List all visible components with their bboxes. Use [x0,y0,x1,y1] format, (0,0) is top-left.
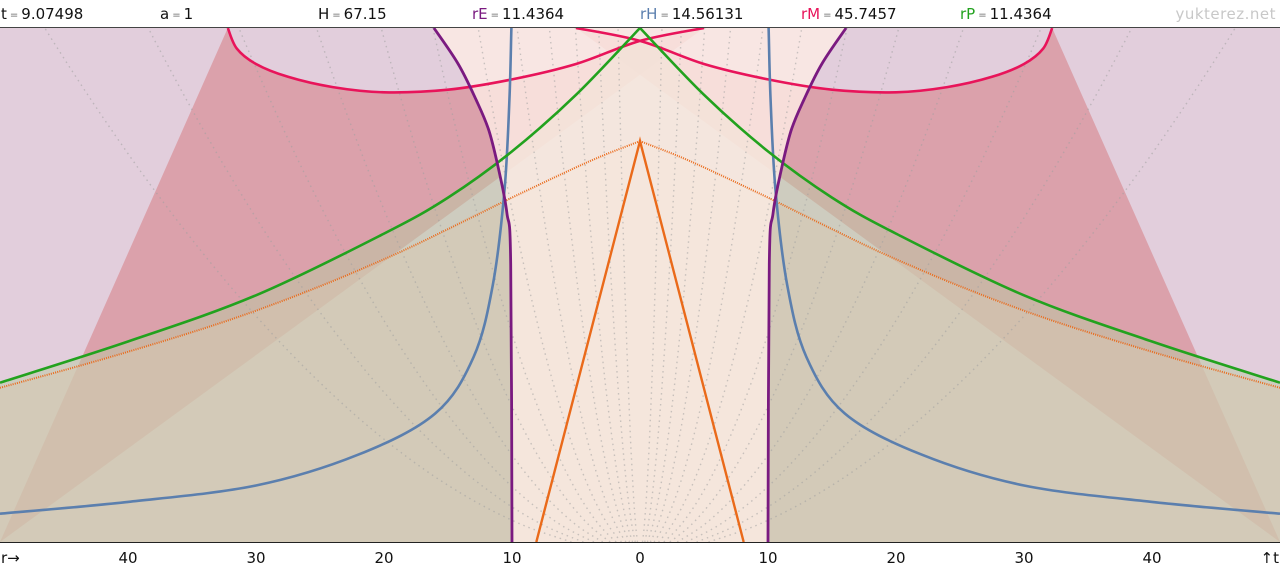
x-tick-label: 20 [886,549,906,567]
grid-worldline [649,28,732,542]
x-tick-label: 30 [1014,549,1034,567]
y-axis-label: ↑t [1260,549,1279,567]
grid-worldline [644,28,683,542]
param-rP: rP = 11.4364 [960,5,1052,23]
grid-worldline [708,28,1236,542]
grid-worldline [646,28,706,542]
brand-watermark: yukterez.net [1175,5,1276,23]
grid-worldline [696,28,1133,542]
rP-curve [0,28,1280,384]
grid-worldline [676,28,965,542]
x-axis: r→ 40 30 20 10 0 10 20 30 40 ↑t [0,542,1280,571]
param-H: H = 67.15 [318,5,387,23]
x-tick-label: 40 [118,549,138,567]
grid-worldline [653,28,764,542]
grid-worldline [574,28,634,542]
param-rM: rM = 45.7457 [801,5,897,23]
param-rE: rE = 11.4364 [472,5,565,23]
grid-worldline [548,28,631,542]
param-t: t = 9.07498 [1,5,84,23]
grid-worldline [315,28,604,542]
grid-lines [44,28,1236,542]
x-tick-label: 10 [502,549,522,567]
x-tick-label: 20 [374,549,394,567]
grid-worldline [44,28,572,542]
rE-curve [432,28,848,542]
grid-worldline [597,28,636,542]
x-axis-label: r→ [1,549,20,567]
rH-curve [0,28,1280,515]
event-horizon-region [433,28,847,542]
x-tick-label: 0 [635,549,645,567]
past-light-cone-solid [535,136,745,542]
x-tick-label: 30 [246,549,266,567]
past-light-cone-dotted [0,140,1280,389]
plot-area [0,28,1280,542]
grid-worldline [516,28,627,542]
grid-worldline [477,28,622,542]
rM-curve [226,28,1054,94]
grid-worldline [147,28,584,542]
x-tick-label: 40 [1142,549,1162,567]
grid-worldline [658,28,803,542]
x-tick-label: 10 [758,549,778,567]
param-rH: rH = 14.56131 [640,5,744,23]
parameter-header: t = 9.07498 a = 1 H = 67.15 rE = 11.4364 rH = 14.5… [0,0,1280,28]
param-a: a = 1 [160,5,194,23]
